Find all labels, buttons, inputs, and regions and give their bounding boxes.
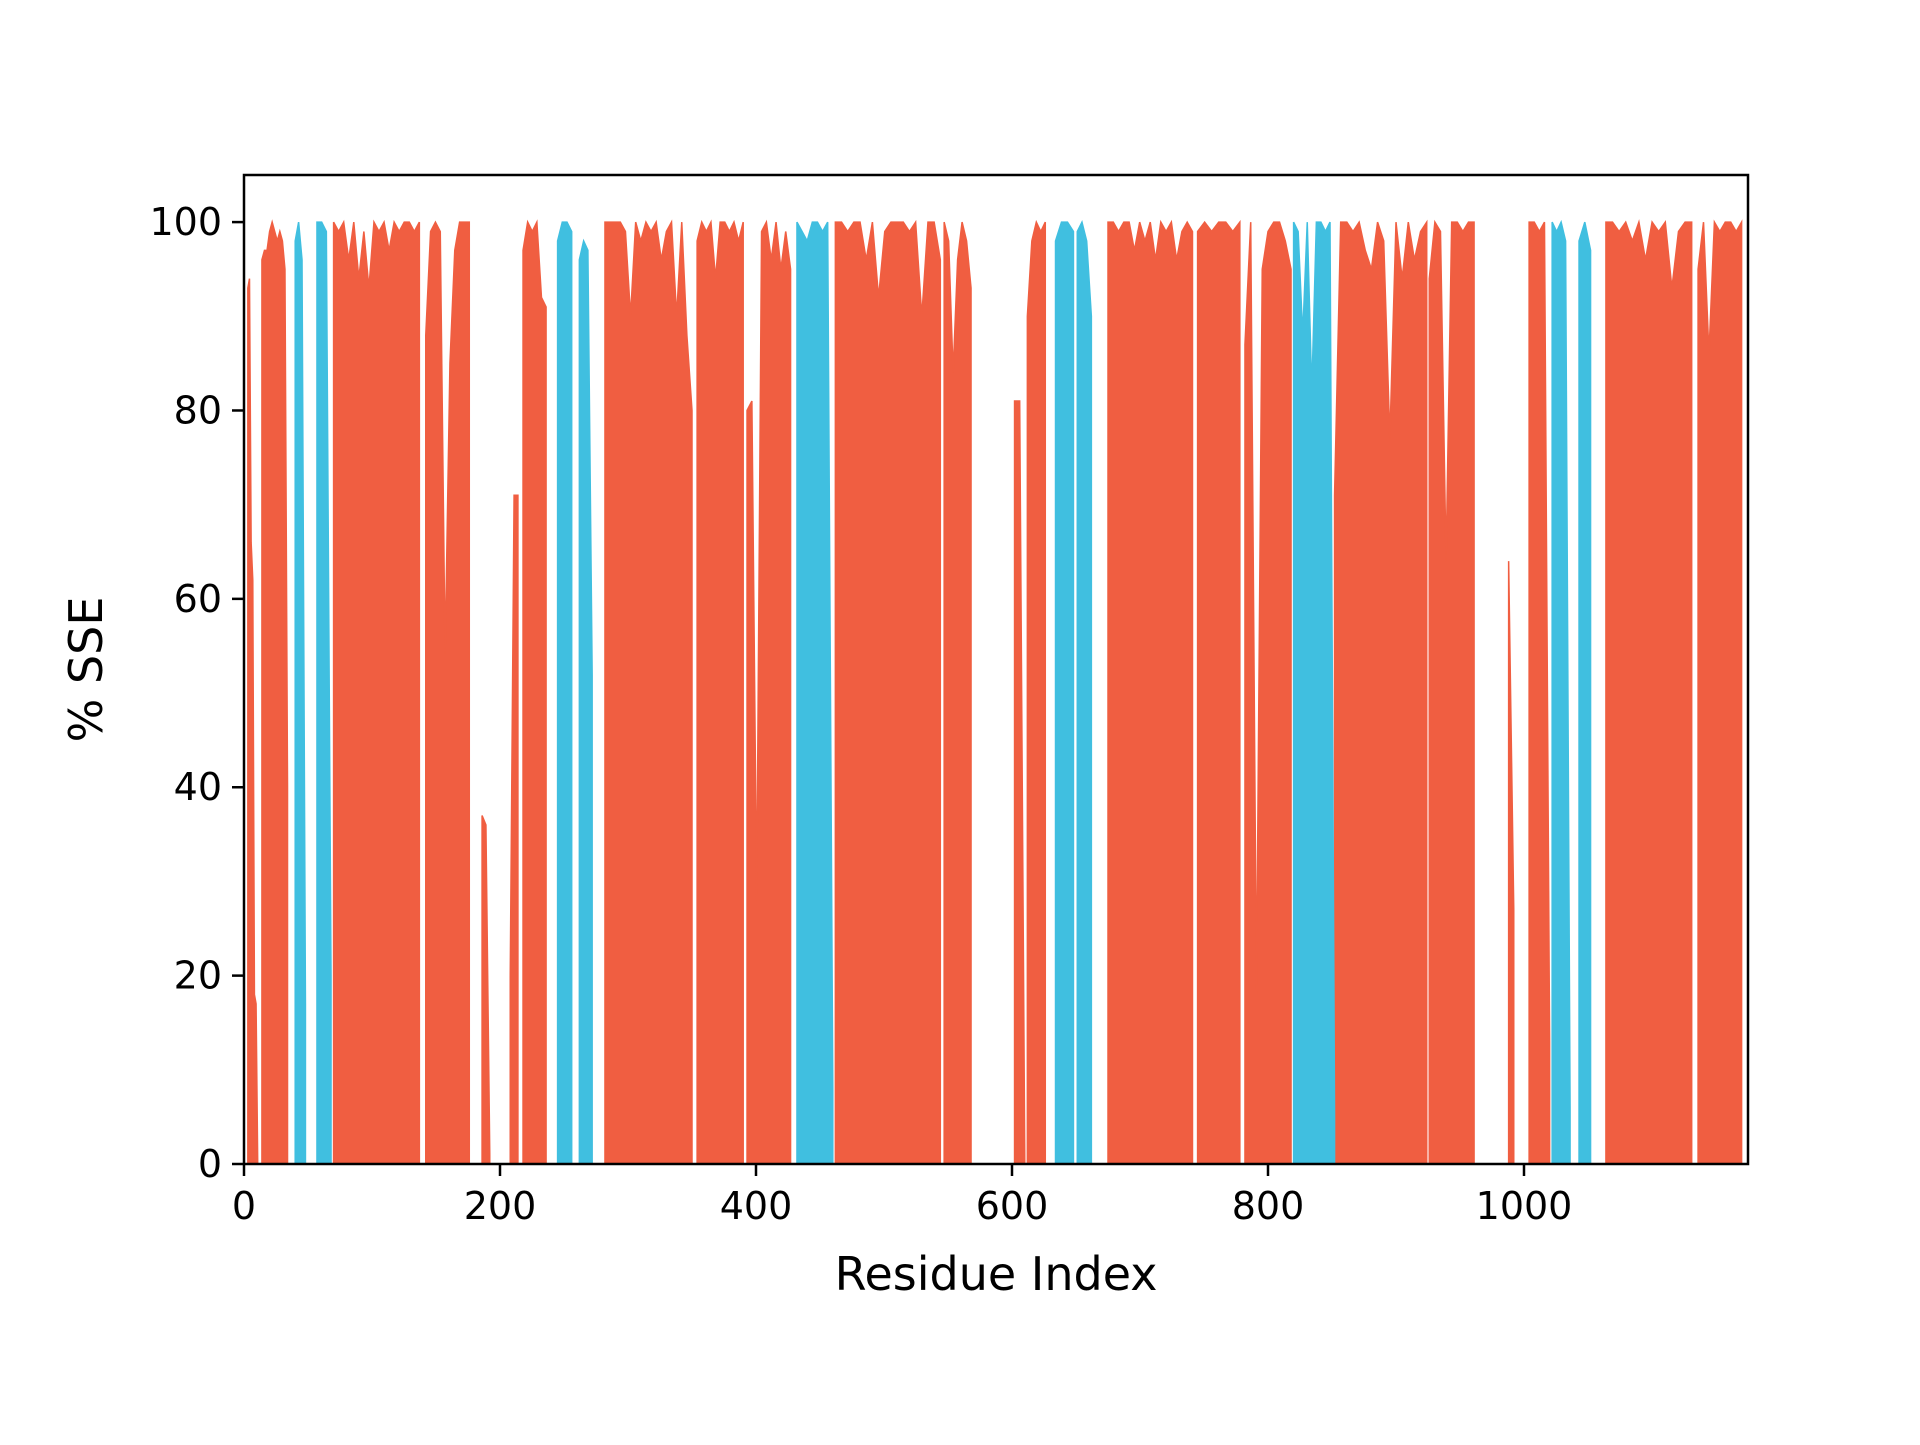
series-0-band-1 xyxy=(261,219,289,1165)
y-axis-label: % SSE xyxy=(59,597,113,743)
series-0-band-14 xyxy=(1107,219,1194,1165)
series-1-band-8 xyxy=(1551,219,1571,1165)
series-0-band-17 xyxy=(1333,219,1428,1165)
x-tick-label-2: 400 xyxy=(720,1184,793,1228)
series-0-band-10 xyxy=(834,219,942,1165)
series-1-band-6 xyxy=(1076,219,1093,1165)
series-0-band-4 xyxy=(481,815,491,1165)
y-tick-label-0: 0 xyxy=(198,1142,222,1186)
series-0-band-7 xyxy=(604,219,693,1165)
series-0 xyxy=(247,219,1743,1165)
series-0-band-13 xyxy=(1026,219,1047,1165)
y-tick-label-5: 100 xyxy=(149,200,222,244)
series-0-band-16 xyxy=(1244,221,1292,1165)
series-1-band-5 xyxy=(1054,221,1075,1165)
series-0-band-2 xyxy=(332,219,421,1165)
series-0-band-9 xyxy=(746,219,792,1165)
series-0-band-18 xyxy=(1428,219,1475,1165)
y-tick-label-3: 60 xyxy=(174,577,222,621)
axis-layer: 0 200 400 600 800 1000 0 20 40 60 80 100 xyxy=(149,200,1572,1228)
y-tick-label-2: 40 xyxy=(174,765,222,809)
series-0-band-12 xyxy=(1013,400,1026,1165)
series-1-band-1 xyxy=(316,221,332,1165)
series-1-band-7 xyxy=(1292,221,1336,1165)
series-0-band-5 xyxy=(509,494,519,1165)
y-tick-label-4: 80 xyxy=(174,388,222,432)
x-axis-label: Residue Index xyxy=(835,1247,1158,1301)
y-tick-label-1: 20 xyxy=(174,954,222,998)
series-0-band-11 xyxy=(943,221,972,1165)
x-tick-label-5: 1000 xyxy=(1476,1184,1573,1228)
x-tick-label-3: 600 xyxy=(976,1184,1049,1228)
series-1-band-0 xyxy=(294,221,307,1165)
series-1-band-9 xyxy=(1578,221,1592,1165)
x-tick-label-1: 200 xyxy=(464,1184,537,1228)
series-1-band-3 xyxy=(578,238,593,1165)
series-0-band-21 xyxy=(1605,219,1693,1165)
series-0-band-6 xyxy=(522,219,547,1165)
plot-frame xyxy=(242,173,1750,1166)
series-0-band-20 xyxy=(1528,221,1551,1165)
series-0-band-8 xyxy=(696,219,744,1165)
series-1 xyxy=(294,219,1592,1165)
series-0-band-22 xyxy=(1697,219,1743,1165)
series-0-band-15 xyxy=(1196,219,1241,1165)
x-tick-label-4: 800 xyxy=(1232,1184,1305,1228)
series-1-band-4 xyxy=(796,221,834,1165)
series-layer xyxy=(247,219,1743,1165)
series-0-band-0 xyxy=(247,278,260,1165)
series-1-band-2 xyxy=(556,221,573,1165)
series-0-band-3 xyxy=(425,220,471,1165)
series-0-band-19 xyxy=(1507,561,1515,1165)
x-tick-label-0: 0 xyxy=(232,1184,256,1228)
